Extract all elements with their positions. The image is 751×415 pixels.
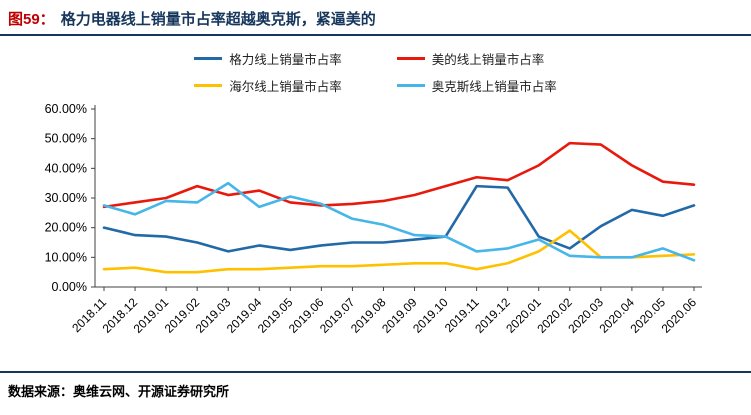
legend-label-2: 海尔线上销量市占率 <box>229 76 342 95</box>
y-tick-label: 50.00% <box>45 132 87 146</box>
legend-label-0: 格力线上销量市占率 <box>229 49 342 68</box>
source-footer: 数据来源：奥维云网、开源证券研究所 <box>0 371 751 415</box>
series-line-0 <box>104 186 694 251</box>
legend-item-1: 美的线上销量市占率 <box>397 49 557 68</box>
line-chart: 0.00% 10.00% 20.00% 30.00% 40.00% 50.00% 60.00… <box>0 101 751 353</box>
x-tick-label: 2019.10 <box>410 295 451 336</box>
source-text: 奥维云网、开源证券研究所 <box>73 384 229 399</box>
figure-number: 图59： <box>8 11 55 28</box>
series-line-3 <box>104 183 694 260</box>
legend-swatch-1 <box>397 57 425 60</box>
series-line-2 <box>104 231 694 273</box>
legend-swatch-3 <box>397 84 425 87</box>
page-title: 格力电器线上销量市占率超越奥克斯，紧逼美的 <box>61 11 376 28</box>
source-label: 数据来源： <box>8 384 73 399</box>
x-tick-label: 2020.06 <box>659 295 700 336</box>
legend-item-0: 格力线上销量市占率 <box>194 49 342 68</box>
series-line-1 <box>104 143 694 207</box>
chart-legend: 格力线上销量市占率 美的线上销量市占率海尔线上销量市占率 奥克斯线上销量市占率 <box>0 49 751 95</box>
y-tick-label: 30.00% <box>45 191 87 205</box>
legend-label-3: 奥克斯线上销量市占率 <box>432 76 557 95</box>
y-tick-label: 60.00% <box>45 102 87 116</box>
legend-item-2: 海尔线上销量市占率 <box>194 76 342 95</box>
legend-label-1: 美的线上销量市占率 <box>432 49 545 68</box>
header-divider <box>0 34 751 36</box>
y-tick-label: 40.00% <box>45 161 87 175</box>
figure-header: 图59： 格力电器线上销量市占率超越奥克斯，紧逼美的 <box>0 0 751 34</box>
legend-swatch-2 <box>194 84 222 87</box>
y-tick-label: 10.00% <box>45 250 87 264</box>
legend-item-3: 奥克斯线上销量市占率 <box>397 76 557 95</box>
chart-area: 0.00% 10.00% 20.00% 30.00% 40.00% 50.00% 60.00… <box>0 101 751 358</box>
legend-swatch-0 <box>194 57 222 60</box>
y-tick-label: 0.00% <box>52 280 87 294</box>
y-tick-label: 20.00% <box>45 221 87 235</box>
